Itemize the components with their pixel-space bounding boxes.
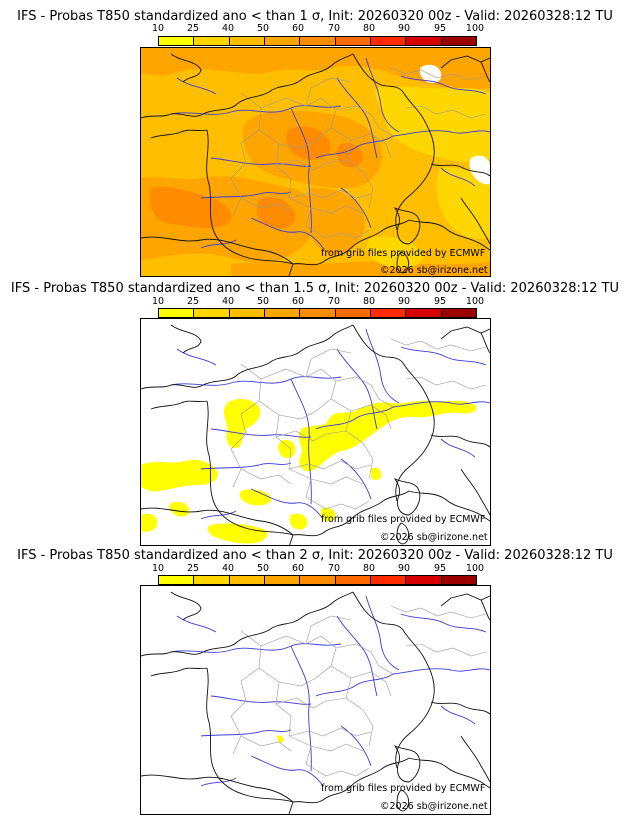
probability-field-low	[277, 735, 284, 743]
scale-label-60: 60	[291, 23, 305, 34]
scale-swatch	[370, 309, 407, 317]
probability-map	[140, 318, 491, 546]
scale-swatch	[441, 309, 476, 317]
scale-swatch	[406, 37, 442, 45]
scale-label-10: 10	[151, 296, 165, 307]
credit-site: ©2026 sb@irizone.net	[380, 265, 488, 276]
scale-swatch	[300, 309, 336, 317]
scale-label-40: 40	[221, 296, 235, 307]
scale-label-40: 40	[221, 563, 235, 574]
scale-swatch	[159, 37, 195, 45]
scale-swatch	[335, 576, 371, 584]
probability-map	[140, 47, 491, 277]
scale-label-70: 70	[327, 296, 341, 307]
probability-map	[140, 585, 491, 815]
credit-site: ©2026 sb@irizone.net	[380, 532, 488, 543]
scale-label-100: 100	[465, 23, 485, 34]
scale-label-70: 70	[327, 563, 341, 574]
scale-label-25: 25	[186, 23, 200, 34]
scale-swatch	[194, 309, 230, 317]
scale-label-80: 80	[362, 296, 376, 307]
scale-swatch	[159, 309, 195, 317]
map-panel-3: IFS - Probas T850 standardized ano < tha…	[0, 546, 630, 828]
scale-swatch	[300, 37, 336, 45]
scale-swatch	[194, 576, 230, 584]
scale-label-90: 90	[397, 296, 411, 307]
scale-swatch	[335, 37, 371, 45]
scale-label-80: 80	[362, 23, 376, 34]
scale-swatch	[300, 576, 336, 584]
scale-label-60: 60	[291, 563, 305, 574]
scale-label-25: 25	[186, 563, 200, 574]
scale-label-40: 40	[221, 23, 235, 34]
scale-label-80: 80	[362, 563, 376, 574]
color-scale-bar	[158, 36, 477, 46]
credit-site: ©2026 sb@irizone.net	[380, 801, 488, 812]
scale-label-50: 50	[256, 563, 270, 574]
credit-grib: from grib files provided by ECMWF	[321, 783, 486, 794]
panel-title: IFS - Probas T850 standardized ano < tha…	[17, 9, 613, 24]
map-panel-1: IFS - Probas T850 standardized ano < tha…	[0, 0, 630, 278]
scale-label-100: 100	[465, 563, 485, 574]
probability-field-none	[419, 64, 490, 185]
scale-swatch	[406, 576, 442, 584]
scale-label-90: 90	[397, 563, 411, 574]
scale-swatch	[264, 576, 301, 584]
scale-swatch	[441, 576, 476, 584]
probability-field-low	[141, 399, 477, 544]
scale-label-95: 95	[433, 23, 447, 34]
scale-swatch	[335, 309, 371, 317]
map-canvas	[141, 324, 490, 545]
scale-label-70: 70	[327, 23, 341, 34]
panel-title: IFS - Probas T850 standardized ano < tha…	[10, 281, 620, 296]
scale-swatch	[229, 309, 265, 317]
scale-label-10: 10	[151, 23, 165, 34]
scale-swatch	[370, 37, 407, 45]
color-scale-labels: 10 25 40 50 60 70 80 90 95 100	[148, 297, 488, 308]
map-panel-2: IFS - Probas T850 standardized ano < tha…	[0, 278, 630, 548]
color-scale-labels: 10 25 40 50 60 70 80 90 95 100	[148, 564, 488, 575]
scale-label-90: 90	[397, 23, 411, 34]
scale-label-95: 95	[433, 296, 447, 307]
scale-swatch	[370, 576, 407, 584]
map-canvas	[141, 48, 490, 276]
scale-swatch	[406, 309, 442, 317]
scale-label-60: 60	[291, 296, 305, 307]
map-canvas	[141, 591, 490, 814]
scale-label-50: 50	[256, 296, 270, 307]
scale-swatch	[229, 576, 265, 584]
scale-swatch	[229, 37, 265, 45]
scale-label-95: 95	[433, 563, 447, 574]
color-scale-labels: 10 25 40 50 60 70 80 90 95 100	[148, 24, 488, 35]
scale-swatch	[194, 37, 230, 45]
credit-grib: from grib files provided by ECMWF	[321, 514, 486, 525]
scale-swatch	[159, 576, 195, 584]
scale-swatch	[264, 309, 301, 317]
scale-label-10: 10	[151, 563, 165, 574]
scale-swatch	[441, 37, 476, 45]
panel-title: IFS - Probas T850 standardized ano < tha…	[17, 548, 613, 563]
color-scale-bar	[158, 575, 477, 585]
color-scale-bar	[158, 308, 477, 318]
scale-label-50: 50	[256, 23, 270, 34]
scale-swatch	[264, 37, 301, 45]
scale-label-100: 100	[465, 296, 485, 307]
credit-grib: from grib files provided by ECMWF	[321, 248, 486, 259]
scale-label-25: 25	[186, 296, 200, 307]
